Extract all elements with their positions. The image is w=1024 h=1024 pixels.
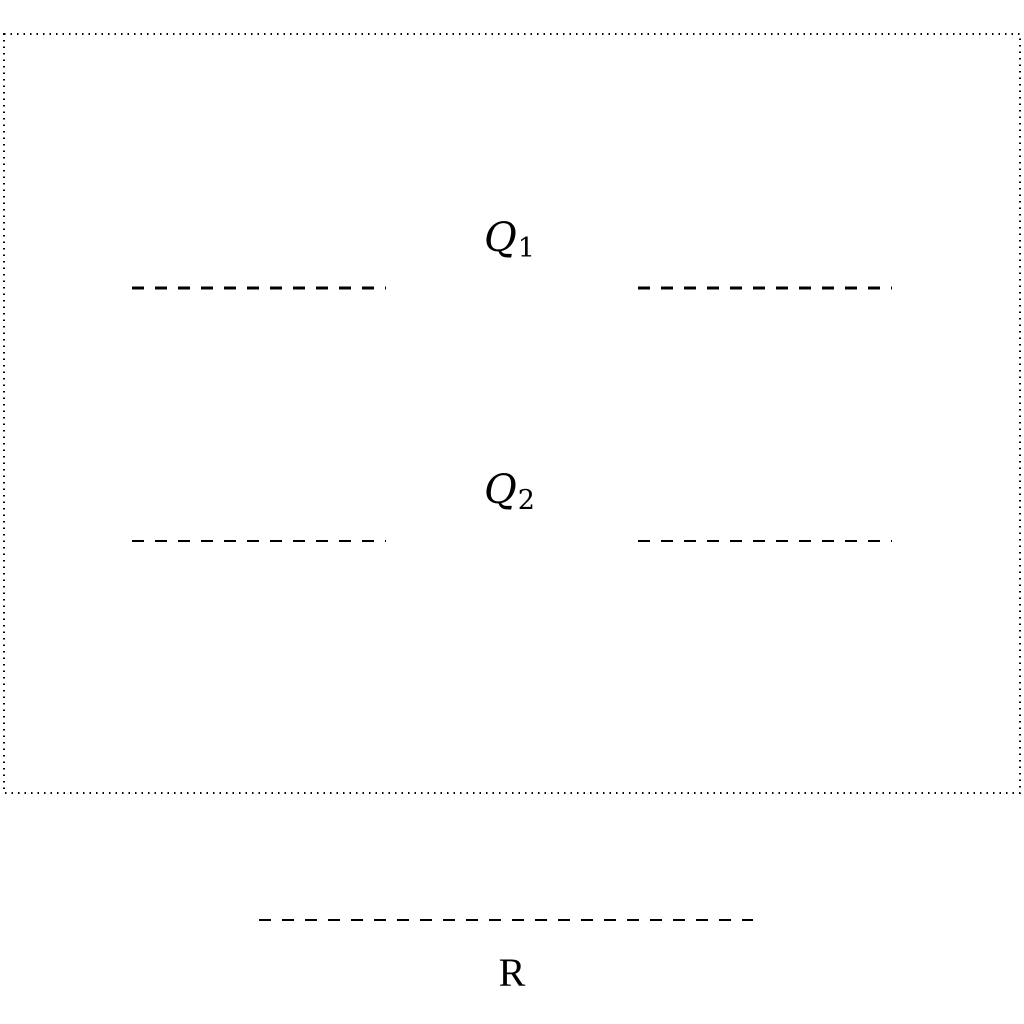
r-label: R [499,950,526,995]
q1-group: Q1 [132,215,892,290]
q2-group: Q2 [132,467,892,542]
r-group: R [259,919,753,995]
q1-symbol: Q [484,215,517,261]
q2-subscript: 2 [518,485,535,516]
dotted-frame [3,33,1021,794]
q1-label: Q1 [484,215,535,264]
q2-label: Q2 [484,467,535,516]
q1-subscript: 1 [518,233,535,264]
q2-symbol: Q [484,467,517,513]
